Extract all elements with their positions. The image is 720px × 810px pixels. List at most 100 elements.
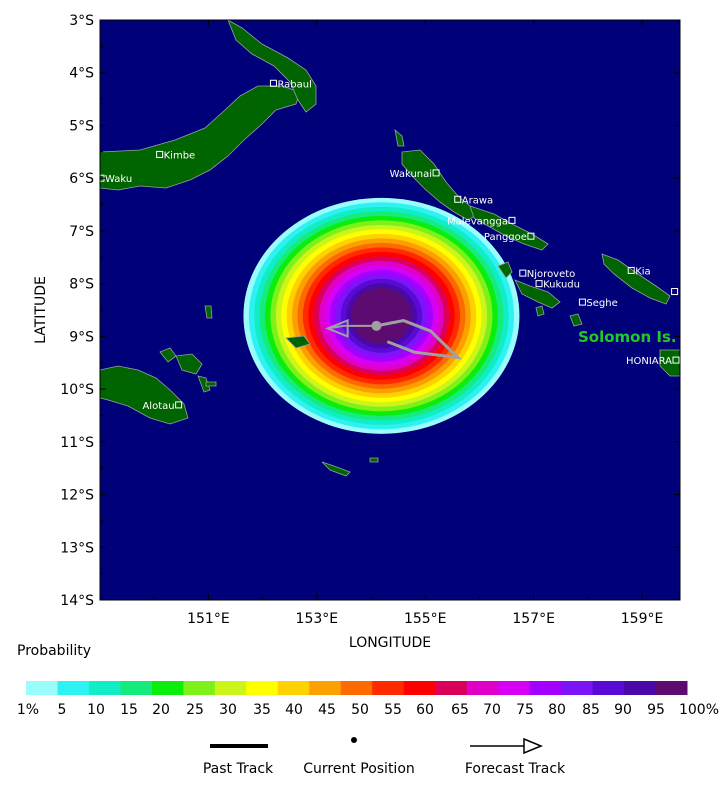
city-label: Njoroveto	[527, 269, 576, 280]
longitude-ticks: 151°E 153°E 155°E 157°E 159°E	[153, 20, 663, 627]
fergusson-island	[175, 353, 203, 375]
current-position-key-dot	[351, 737, 357, 743]
city-rabaul: Rabaul	[269, 79, 312, 90]
colorbar-swatch-70	[466, 681, 499, 695]
misima-island	[205, 381, 217, 387]
colorbar-label: 50	[351, 702, 369, 718]
colorbar-swatch-25	[183, 681, 216, 695]
city-label: HONIARA	[626, 356, 672, 367]
colorbar-label: 15	[120, 702, 138, 718]
city-kukudu: Kukudu	[535, 280, 580, 291]
forecast-arrowhead	[324, 318, 349, 338]
probability-contours	[243, 197, 520, 434]
city-marker-icon	[432, 169, 440, 177]
city-marker-icon	[156, 150, 164, 158]
city-marker-icon	[175, 401, 183, 409]
trobriand-island	[204, 305, 213, 319]
city-label: Panggoe	[484, 232, 527, 243]
colorbar-swatch-100	[655, 681, 688, 695]
colorbar-label: 5	[58, 702, 67, 718]
city-marker-icon	[519, 269, 527, 277]
colorbar-label: 30	[219, 702, 237, 718]
lat-tick-label: 7°S	[69, 224, 94, 240]
city-malevangga: Malevangga	[447, 216, 516, 227]
city-marker-icon	[535, 280, 543, 288]
city-kimbe: Kimbe	[156, 150, 196, 161]
lat-tick-label: 5°S	[69, 118, 94, 134]
city-marker-icon	[672, 356, 680, 364]
city-marker-icon	[527, 232, 535, 240]
buka-island	[394, 128, 405, 147]
normanby-island	[197, 375, 211, 393]
colorbar-label: 75	[516, 702, 534, 718]
lat-tick-label: 8°S	[69, 277, 94, 293]
colorbar-label: 65	[451, 702, 469, 718]
y-axis-title: LATITUDE	[33, 276, 49, 344]
city-marker-icon	[508, 216, 516, 224]
colorbar-label: 95	[647, 702, 665, 718]
city-arawa: Arawa	[454, 195, 493, 206]
city-label: Kia	[635, 266, 650, 277]
colorbar-label: 1%	[17, 702, 39, 718]
colorbar-label: 90	[614, 702, 632, 718]
city-label: Wakunai	[390, 169, 432, 180]
city-kia: Kia	[627, 266, 651, 277]
colorbar-swatch-85	[561, 681, 594, 695]
city-label: Kimbe	[164, 150, 196, 161]
probability-ring-100	[351, 287, 412, 344]
city-njoroveto: Njoroveto	[519, 269, 576, 280]
latitude-ticks: 3°S 4°S 5°S 6°S 7°S 8°S 9°S 10°S 11°S 12°S 13°S 14°…	[60, 13, 680, 609]
colorbar-swatch-40	[277, 681, 310, 695]
colorbar-swatch-50	[340, 681, 373, 695]
colorbar-label: 85	[582, 702, 600, 718]
city-label: Buala	[679, 288, 707, 299]
colorbar-swatch-75	[498, 681, 531, 695]
tagula-island	[369, 457, 379, 463]
city-marker-icon	[671, 288, 679, 296]
forecast-track-key-arrow	[523, 737, 543, 755]
colorbar-label: 20	[152, 702, 170, 718]
region-label: Solomon Is.	[578, 328, 677, 346]
colorbar-swatch-35	[246, 681, 279, 695]
city-label: Kukudu	[543, 280, 580, 291]
colorbar-label: 40	[285, 702, 303, 718]
woodlark-island	[285, 335, 311, 349]
lon-tick-label: 153°E	[296, 611, 339, 627]
colorbar-label: 60	[416, 702, 434, 718]
lat-tick-label: 14°S	[60, 593, 94, 609]
rendova-island	[535, 305, 545, 317]
russell-island	[569, 313, 583, 327]
vella-lavella-island	[497, 261, 513, 279]
lat-tick-label: 13°S	[60, 540, 94, 556]
lat-tick-label: 12°S	[60, 488, 94, 504]
city-label: Waku	[105, 174, 132, 185]
city-label: Malevangga	[447, 216, 508, 227]
city-marker-icon	[269, 79, 277, 87]
colorbar-swatch-20	[151, 681, 184, 695]
x-axis-title: LONGITUDE	[349, 635, 431, 651]
colorbar-label: 10	[87, 702, 105, 718]
lon-tick-label: 155°E	[404, 611, 447, 627]
new-georgia-island	[514, 279, 561, 309]
rossel-island	[321, 461, 351, 477]
probability-colorbar	[26, 681, 688, 695]
lon-tick-label: 157°E	[512, 611, 555, 627]
lat-tick-label: 6°S	[69, 171, 94, 187]
city-label: Rabaul	[277, 79, 311, 90]
lon-tick-label: 151°E	[187, 611, 230, 627]
city-honiara: HONIARA	[626, 356, 680, 367]
colorbar-swatch-80	[529, 681, 562, 695]
city-label: Seghe	[586, 298, 617, 309]
colorbar-label: 55	[384, 702, 402, 718]
legend-title: Probability	[17, 643, 91, 659]
colorbar-swatch-95	[624, 681, 657, 695]
city-seghe: Seghe	[578, 298, 618, 309]
lat-tick-label: 11°S	[60, 435, 94, 451]
current-position-key-label: Current Position	[303, 761, 415, 777]
colorbar-swatch-90	[592, 681, 625, 695]
lat-tick-label: 4°S	[69, 66, 94, 82]
past-track-line	[376, 318, 462, 360]
colorbar-label: 70	[483, 702, 501, 718]
city-label: Arawa	[462, 195, 493, 206]
colorbar-swatch-55	[372, 681, 405, 695]
